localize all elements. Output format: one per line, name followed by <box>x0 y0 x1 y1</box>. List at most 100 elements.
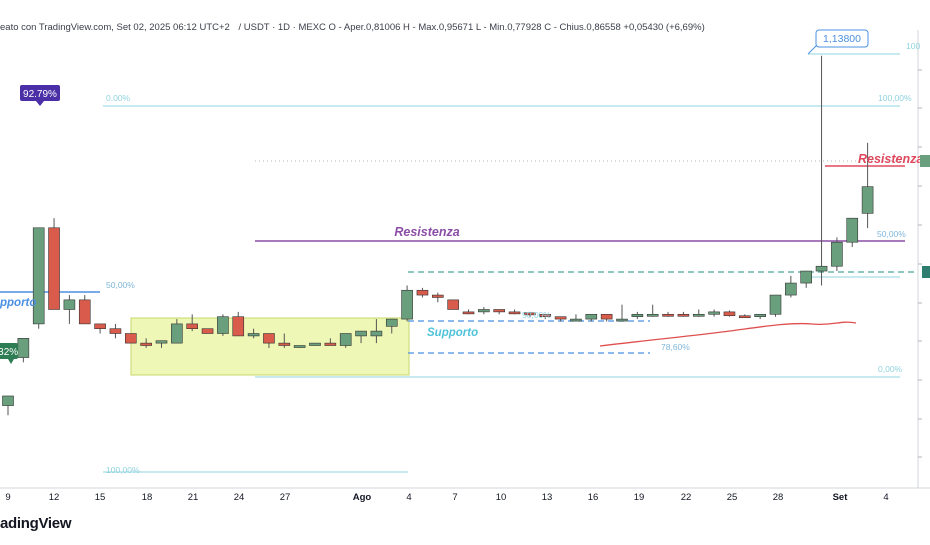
candle-body[interactable] <box>201 328 214 334</box>
fib-right-far-label: 100 <box>906 41 920 51</box>
candle-body[interactable] <box>554 316 567 320</box>
candle-body[interactable] <box>263 333 275 344</box>
price-chart[interactable]: 1,13800 92.79% 8.32% Resistenza Resisten… <box>0 0 930 512</box>
chart-header: eato con TradingView.com, Set 02, 2025 0… <box>0 22 705 33</box>
resistenza-label-purple: Resistenza <box>394 225 459 239</box>
candle-body[interactable] <box>815 265 828 272</box>
supporto-label-mid: Supporto <box>427 327 478 339</box>
candle-body[interactable] <box>247 333 260 337</box>
candle-body[interactable] <box>293 345 306 348</box>
high-price-callout: 1,13800 <box>807 29 869 55</box>
time-axis-labels: 9 12 15 18 21 24 27 Ago 4 7 10 13 16 19 22 25 28 Set 4 <box>5 492 888 503</box>
fib-right-bottom-label: 0,00% <box>878 364 903 374</box>
candle-body[interactable] <box>539 313 552 317</box>
pct-label-top-text: 92.79% <box>23 89 57 100</box>
candle-body[interactable] <box>125 333 137 344</box>
time-axis-label: 16 <box>588 492 599 503</box>
candle-body[interactable] <box>570 318 582 322</box>
candle-body[interactable] <box>861 186 874 214</box>
time-axis-label: 7 <box>452 492 457 503</box>
candle-body[interactable] <box>94 323 106 330</box>
candle-body[interactable] <box>631 313 644 317</box>
candle-body[interactable] <box>785 282 797 296</box>
candle-body[interactable] <box>63 299 76 310</box>
candle-body[interactable] <box>662 313 674 317</box>
candle-body[interactable] <box>692 313 705 317</box>
candle-body[interactable] <box>78 299 91 325</box>
header-ohlc: / USDT · 1D · MEXC O - Aper.0,81006 H - … <box>238 22 705 33</box>
supporto-label-left: pporto <box>0 297 36 309</box>
tradingview-logo-text: adingView <box>0 515 72 532</box>
candle-body[interactable] <box>217 316 229 334</box>
candle-body[interactable] <box>155 340 168 344</box>
resistenza-label-red: Resistenza <box>858 152 923 166</box>
current-price-badge <box>920 155 930 167</box>
candle-body[interactable] <box>769 294 782 315</box>
fib-mid-786-label: 78,60% <box>661 342 690 352</box>
fib-mid-50-label: 50,00% <box>522 310 551 320</box>
candles-group <box>2 55 874 416</box>
candle-body[interactable] <box>754 313 766 317</box>
candle-body[interactable] <box>493 309 506 313</box>
candle-body[interactable] <box>600 313 613 320</box>
time-axis-label: Ago <box>353 492 372 503</box>
candle-body[interactable] <box>48 227 60 310</box>
header-info: eato con TradingView.com, Set 02, 2025 0… <box>0 22 230 33</box>
moving-average-line <box>599 321 857 347</box>
candle-body[interactable] <box>171 323 183 344</box>
time-axis-label: 4 <box>883 492 888 503</box>
candle-body[interactable] <box>738 315 751 319</box>
fib-left-top-label: 0.00% <box>106 93 131 103</box>
candle-body[interactable] <box>17 338 30 358</box>
candle-body[interactable] <box>355 330 367 337</box>
candle-body[interactable] <box>186 323 198 330</box>
time-axis-label: 15 <box>95 492 106 503</box>
candle-body[interactable] <box>508 311 521 315</box>
candle-body[interactable] <box>324 342 337 346</box>
candle-body[interactable] <box>831 241 843 267</box>
candle-body[interactable] <box>140 342 152 346</box>
candle-body[interactable] <box>585 313 598 320</box>
time-axis-label: 25 <box>727 492 738 503</box>
time-axis-label: 22 <box>681 492 692 503</box>
time-axis-label: 28 <box>773 492 784 503</box>
candle-body[interactable] <box>800 270 813 284</box>
candle-body[interactable] <box>401 289 413 320</box>
time-axis-label: 13 <box>542 492 553 503</box>
candle-body[interactable] <box>232 316 245 337</box>
time-axis-label: 12 <box>49 492 60 503</box>
candle-body[interactable] <box>2 395 14 406</box>
candle-body[interactable] <box>278 342 291 346</box>
candle-body[interactable] <box>462 311 475 315</box>
pct-label-low: 8.32% <box>0 343 18 364</box>
candle-body[interactable] <box>309 342 321 346</box>
candle-body[interactable] <box>32 227 45 325</box>
time-axis-label: 27 <box>280 492 291 503</box>
candle-body[interactable] <box>385 318 398 327</box>
time-axis-label: 19 <box>634 492 645 503</box>
fib-left-mid-label: 50,00% <box>106 280 135 290</box>
pct-label-top: 92.79% <box>20 85 60 106</box>
candle-body[interactable] <box>370 330 383 337</box>
candle-body[interactable] <box>109 328 122 334</box>
candle-body[interactable] <box>524 312 536 316</box>
fib-right-top-label: 100,00% <box>878 93 912 103</box>
candle-body[interactable] <box>677 313 690 317</box>
time-axis-label: 4 <box>406 492 411 503</box>
time-axis-label: 10 <box>496 492 507 503</box>
candle-body[interactable] <box>478 309 490 313</box>
time-axis-label: 18 <box>142 492 153 503</box>
candle-body[interactable] <box>431 294 444 298</box>
time-axis-label: 9 <box>5 492 10 503</box>
time-axis-label: Set <box>833 492 849 503</box>
candle-body[interactable] <box>723 311 736 317</box>
candle-body[interactable] <box>416 289 429 296</box>
candle-body[interactable] <box>616 318 628 322</box>
candle-body[interactable] <box>339 333 352 346</box>
price-axis-ticks <box>918 69 922 458</box>
candle-body[interactable] <box>846 217 859 243</box>
candle-body[interactable] <box>447 299 459 310</box>
candle-body[interactable] <box>646 313 659 317</box>
time-axis-label: 24 <box>234 492 245 503</box>
candle-body[interactable] <box>708 311 720 315</box>
